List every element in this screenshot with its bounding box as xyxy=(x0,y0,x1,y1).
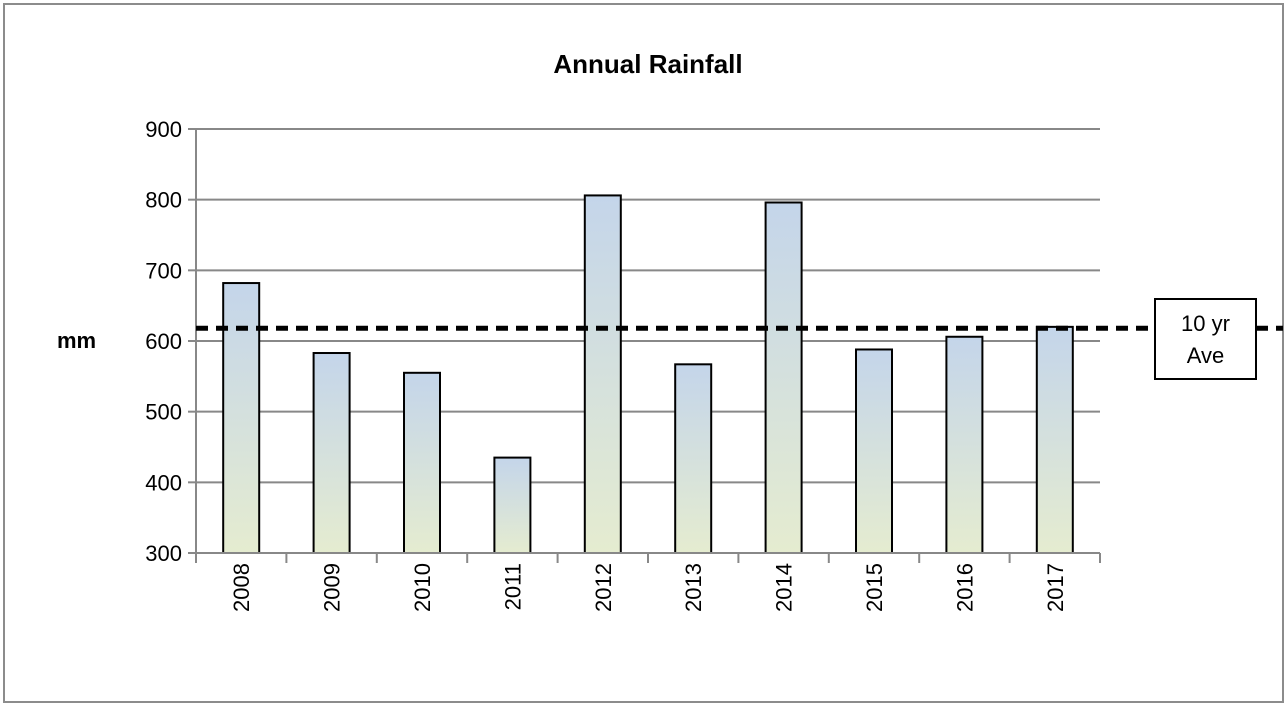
bar-2011 xyxy=(493,456,532,555)
reference-line-group: 10 yr Ave xyxy=(196,298,1283,380)
bar-2008 xyxy=(222,282,261,554)
x-tick-label: 2009 xyxy=(320,563,345,612)
bar-2013 xyxy=(674,363,713,554)
y-tick-label: 900 xyxy=(145,117,182,142)
bar-2017 xyxy=(1035,325,1074,554)
bar-2012 xyxy=(583,194,622,554)
axes: 300 400 500 600 700 800 900 2008 2009 2010 2011 201… xyxy=(145,117,1101,612)
y-tick-label: 500 xyxy=(145,400,182,425)
chart-frame: Annual Rainfall 300 400 500 600 700 800 900 200… xyxy=(3,3,1284,703)
average-label-line2: Ave xyxy=(1187,343,1225,368)
x-tick-label: 2013 xyxy=(681,563,706,612)
bar-2010 xyxy=(403,371,441,554)
average-label-box xyxy=(1154,298,1257,380)
bar-2016 xyxy=(945,335,984,555)
chart-title: Annual Rainfall xyxy=(553,49,742,79)
average-label-line1: 10 yr xyxy=(1181,311,1230,336)
chart-svg: Annual Rainfall 300 400 500 600 700 800 900 200… xyxy=(57,49,1283,612)
y-axis-label: mm xyxy=(57,328,96,353)
x-tick-label: 2011 xyxy=(500,563,525,610)
y-tick-label: 400 xyxy=(145,470,182,495)
x-tick-label: 2008 xyxy=(229,563,254,612)
x-tick-label: 2012 xyxy=(591,563,616,612)
x-tick-label: 2014 xyxy=(772,563,797,612)
bar-2009 xyxy=(312,352,351,554)
x-tick-label: 2017 xyxy=(1043,563,1068,612)
y-tick-label: 300 xyxy=(145,541,182,566)
y-tick-label: 800 xyxy=(145,188,182,213)
bar-2014 xyxy=(764,201,803,554)
x-tick-label: 2010 xyxy=(410,563,435,612)
bars xyxy=(222,194,1074,555)
bar-2015 xyxy=(855,348,893,555)
y-tick-label: 600 xyxy=(145,329,182,354)
x-tick-label: 2015 xyxy=(862,563,887,612)
x-tick-label: 2016 xyxy=(952,563,977,612)
y-tick-label: 700 xyxy=(145,258,182,283)
